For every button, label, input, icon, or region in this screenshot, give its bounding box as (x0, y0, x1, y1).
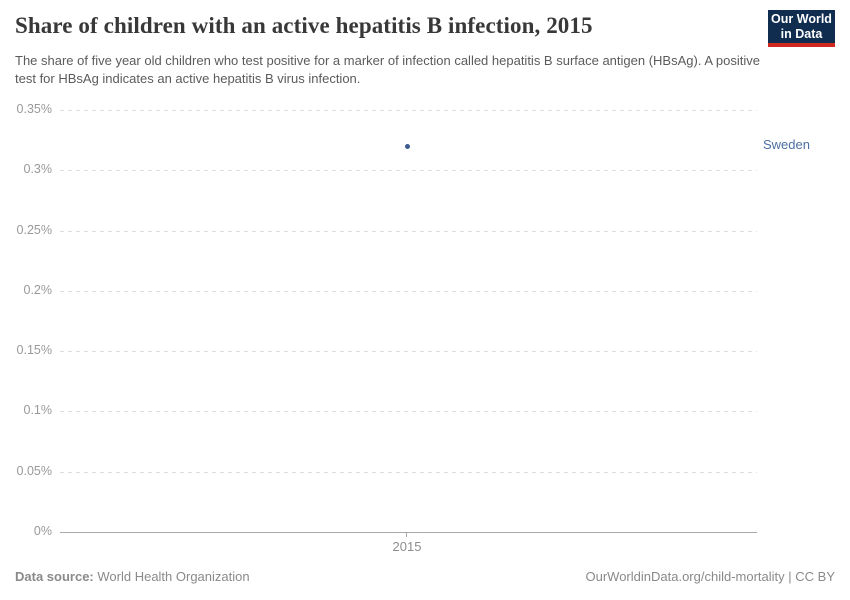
page-title: Share of children with an active hepatit… (15, 13, 593, 38)
gridline (60, 170, 757, 172)
plot-area: Sweden 0% 0.05% 0.1% 0.15% 0.2% 0.25% 0.3% 0.35… (17, 102, 810, 538)
y-tick-label: 0% (33, 524, 52, 538)
y-tick-label: 0.2% (23, 282, 53, 297)
gridline (60, 290, 757, 292)
logo-text-line1: Our World (771, 11, 832, 26)
owid-logo[interactable]: Our World in Data (768, 10, 835, 47)
y-tick-label: 0.1% (23, 403, 53, 418)
data-source: Data source: World Health Organization (15, 569, 250, 584)
y-tick-label: 0.15% (16, 343, 52, 358)
y-tick-label: 0.3% (23, 162, 53, 177)
y-tick-label: 0.05% (16, 463, 52, 478)
x-axis-tick (406, 532, 407, 537)
x-axis-tick-label: 2015 (392, 539, 422, 554)
gridline (60, 471, 757, 473)
data-source-label: Data source: (15, 569, 94, 584)
gridline (60, 230, 757, 232)
series-label-sweden[interactable]: Sweden (763, 137, 810, 153)
data-source-value: World Health Organization (97, 569, 250, 584)
credit-link[interactable]: OurWorldinData.org/child-mortality | CC … (585, 569, 836, 584)
y-tick-label: 0.35% (16, 102, 52, 116)
data-point-sweden[interactable] (404, 143, 410, 149)
gridline (60, 110, 757, 111)
chart-footer: Data source: World Health Organization O… (15, 569, 835, 584)
logo-text-line2: in Data (780, 26, 823, 41)
gridline (60, 351, 757, 353)
y-tick-label: 0.25% (16, 222, 52, 237)
chart-subtitle: The share of five year old children who … (15, 53, 760, 86)
gridline (60, 411, 757, 413)
x-axis-line (60, 532, 757, 533)
